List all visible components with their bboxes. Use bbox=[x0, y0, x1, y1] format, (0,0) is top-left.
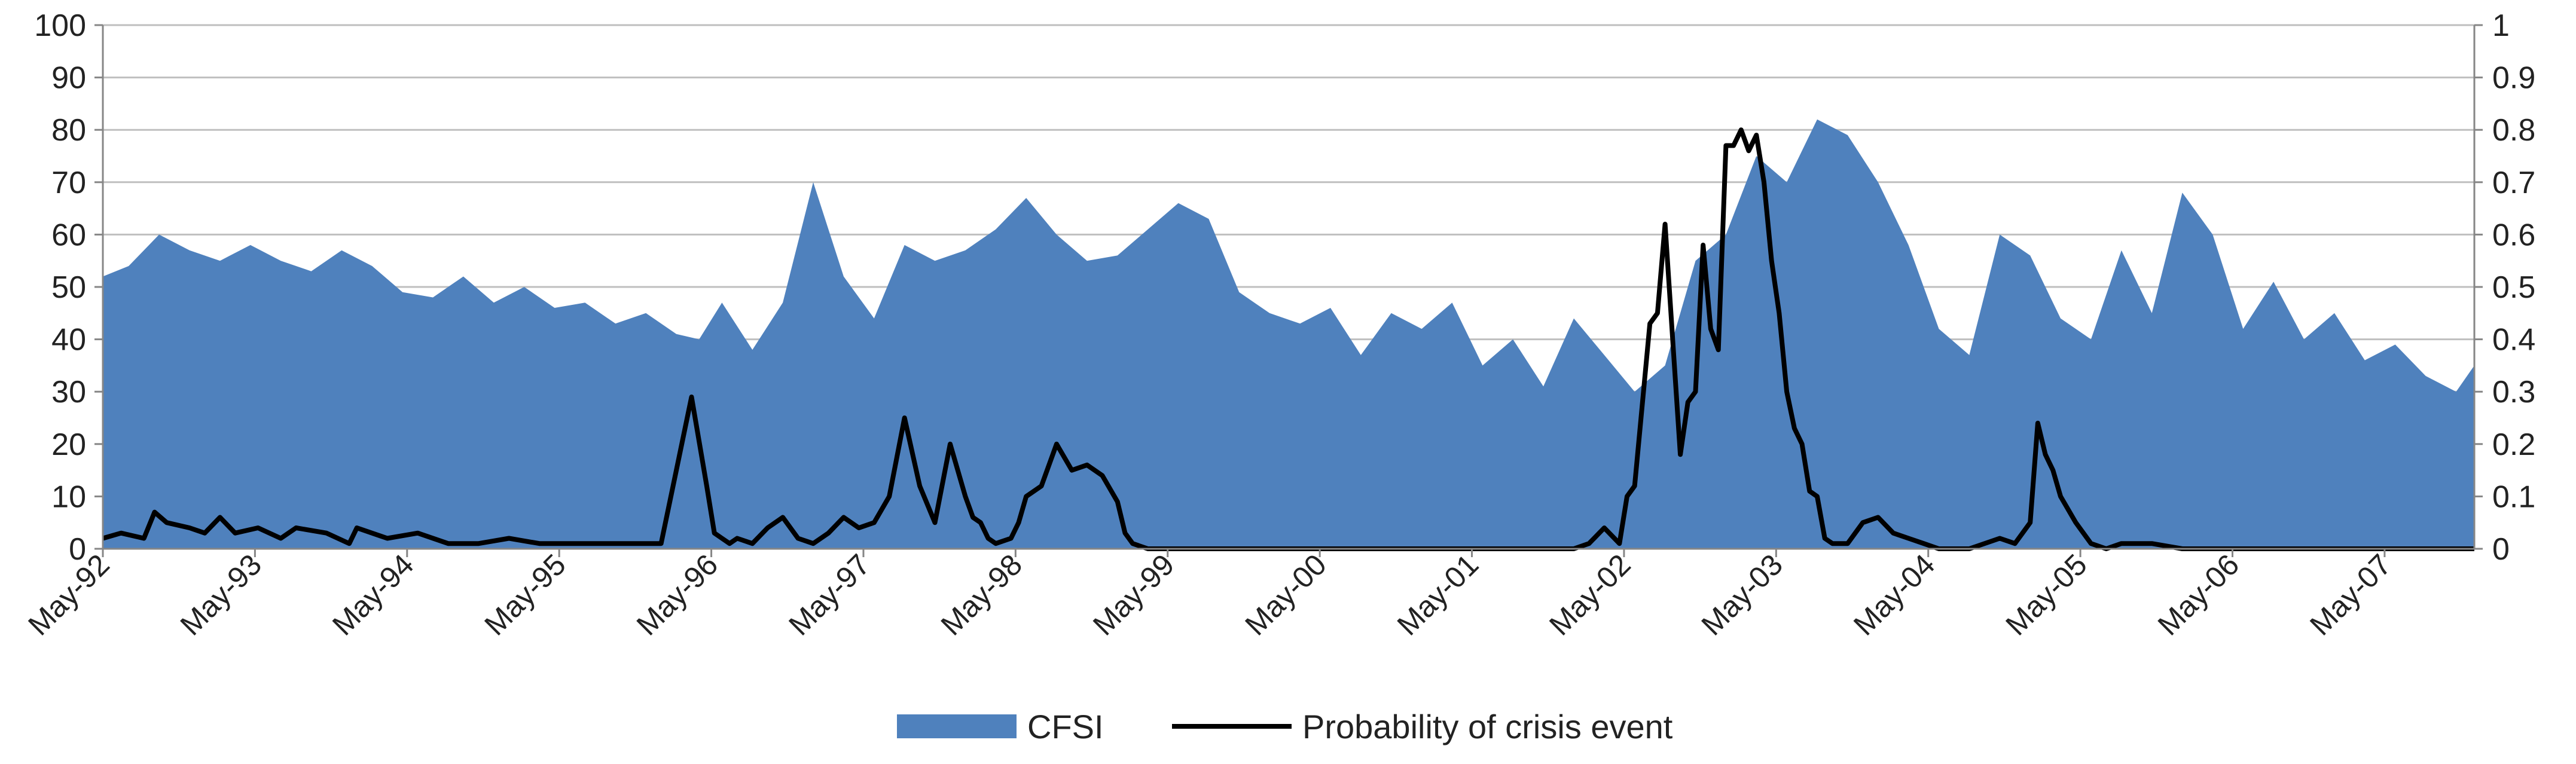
right-tick-label-4: 0.4 bbox=[2492, 323, 2535, 357]
x-tick-label-10: May-02 bbox=[1543, 548, 1637, 641]
x-tick-label-4: May-96 bbox=[630, 548, 724, 641]
left-tick-label-8: 80 bbox=[51, 113, 86, 148]
left-tick-label-3: 30 bbox=[51, 375, 86, 409]
left-tick-label-7: 70 bbox=[51, 166, 86, 200]
right-tick-label-6: 0.6 bbox=[2492, 218, 2535, 252]
legend-swatch-cfsi bbox=[897, 714, 1017, 738]
right-tick-label-2: 0.2 bbox=[2492, 427, 2535, 462]
right-tick-label-7: 0.7 bbox=[2492, 166, 2535, 200]
x-tick-label-6: May-98 bbox=[935, 548, 1028, 641]
left-tick-label-2: 20 bbox=[51, 427, 86, 462]
right-tick-label-0: 0 bbox=[2492, 532, 2510, 567]
left-tick-label-1: 10 bbox=[51, 479, 86, 514]
x-tick-label-13: May-05 bbox=[1999, 548, 2093, 641]
right-tick-label-1: 0.1 bbox=[2492, 479, 2535, 514]
x-tick-label-15: May-07 bbox=[2303, 548, 2397, 641]
right-tick-label-8: 0.8 bbox=[2492, 113, 2535, 148]
left-tick-label-10: 100 bbox=[34, 8, 86, 43]
x-tick-label-11: May-03 bbox=[1695, 548, 1789, 641]
x-tick-label-12: May-04 bbox=[1847, 548, 1941, 641]
right-tick-label-3: 0.3 bbox=[2492, 375, 2535, 409]
x-tick-label-5: May-97 bbox=[782, 548, 876, 641]
x-tick-label-9: May-01 bbox=[1391, 548, 1485, 641]
x-tick-label-7: May-99 bbox=[1086, 548, 1180, 641]
left-tick-label-4: 40 bbox=[51, 323, 86, 357]
x-tick-label-2: May-94 bbox=[326, 548, 420, 641]
left-axis-ticks: 0 10 20 30 40 50 60 70 80 90 100 bbox=[34, 8, 103, 567]
cfsi-area bbox=[103, 119, 2474, 549]
left-tick-label-9: 90 bbox=[51, 61, 86, 96]
right-axis-ticks: 0 0.1 0.2 0.3 0.4 0.5 0.6 0.7 0.8 0.9 1 bbox=[2474, 8, 2535, 567]
right-tick-label-9: 0.9 bbox=[2492, 61, 2535, 96]
right-tick-label-10: 1 bbox=[2492, 8, 2510, 43]
left-tick-label-5: 50 bbox=[51, 270, 86, 305]
legend-label-cfsi: CFSI bbox=[1027, 708, 1104, 745]
right-tick-label-5: 0.5 bbox=[2492, 270, 2535, 305]
x-axis-ticks: May-92 May-93 May-94 May-95 May-96 May-97 May-… bbox=[22, 548, 2397, 641]
legend-label-probability: Probability of crisis event bbox=[1302, 708, 1673, 745]
x-tick-label-8: May-00 bbox=[1238, 548, 1332, 641]
x-tick-label-3: May-95 bbox=[478, 548, 572, 641]
left-tick-label-0: 0 bbox=[69, 532, 86, 567]
left-tick-label-6: 60 bbox=[51, 218, 86, 252]
x-tick-label-14: May-06 bbox=[2151, 548, 2245, 641]
legend: CFSI Probability of crisis event bbox=[897, 708, 1673, 745]
cfsi-area-group bbox=[103, 119, 2474, 549]
x-tick-label-1: May-93 bbox=[174, 548, 268, 641]
